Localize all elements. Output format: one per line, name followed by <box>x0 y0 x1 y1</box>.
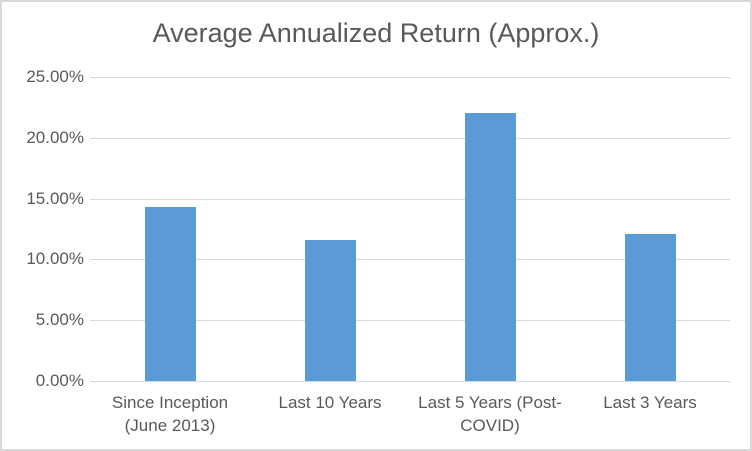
gridline <box>90 259 730 260</box>
x-category-label: Last 10 Years <box>278 393 382 412</box>
x-axis: Since Inception (June 2013) Last 10 Years… <box>90 391 730 437</box>
x-axis-line <box>90 381 730 382</box>
y-tick-label: 0.00% <box>35 371 84 390</box>
bar-1[interactable] <box>305 240 356 381</box>
x-category-label: Last 5 Years (Post-COVID) <box>418 393 562 435</box>
plot-area <box>90 77 730 382</box>
bar-2[interactable] <box>465 113 516 381</box>
y-tick-label: 25.00% <box>26 67 84 86</box>
y-tick-label: 10.00% <box>26 249 84 268</box>
gridline <box>90 77 730 78</box>
bar-0[interactable] <box>145 207 196 381</box>
gridline <box>90 320 730 321</box>
x-category-label: Since Inception (June 2013) <box>111 393 229 435</box>
x-category-label: Last 3 Years <box>603 393 697 412</box>
gridline <box>90 199 730 200</box>
y-axis: 25.00% 20.00% 15.00% 10.00% 5.00% 0.00% <box>6 67 84 390</box>
bar-3[interactable] <box>625 234 676 381</box>
y-tick-label: 15.00% <box>26 189 84 208</box>
gridline <box>90 138 730 139</box>
y-tick-label: 5.00% <box>35 310 84 329</box>
chart-title: Average Annualized Return (Approx.) <box>152 18 600 48</box>
y-tick-label: 20.00% <box>26 128 84 147</box>
